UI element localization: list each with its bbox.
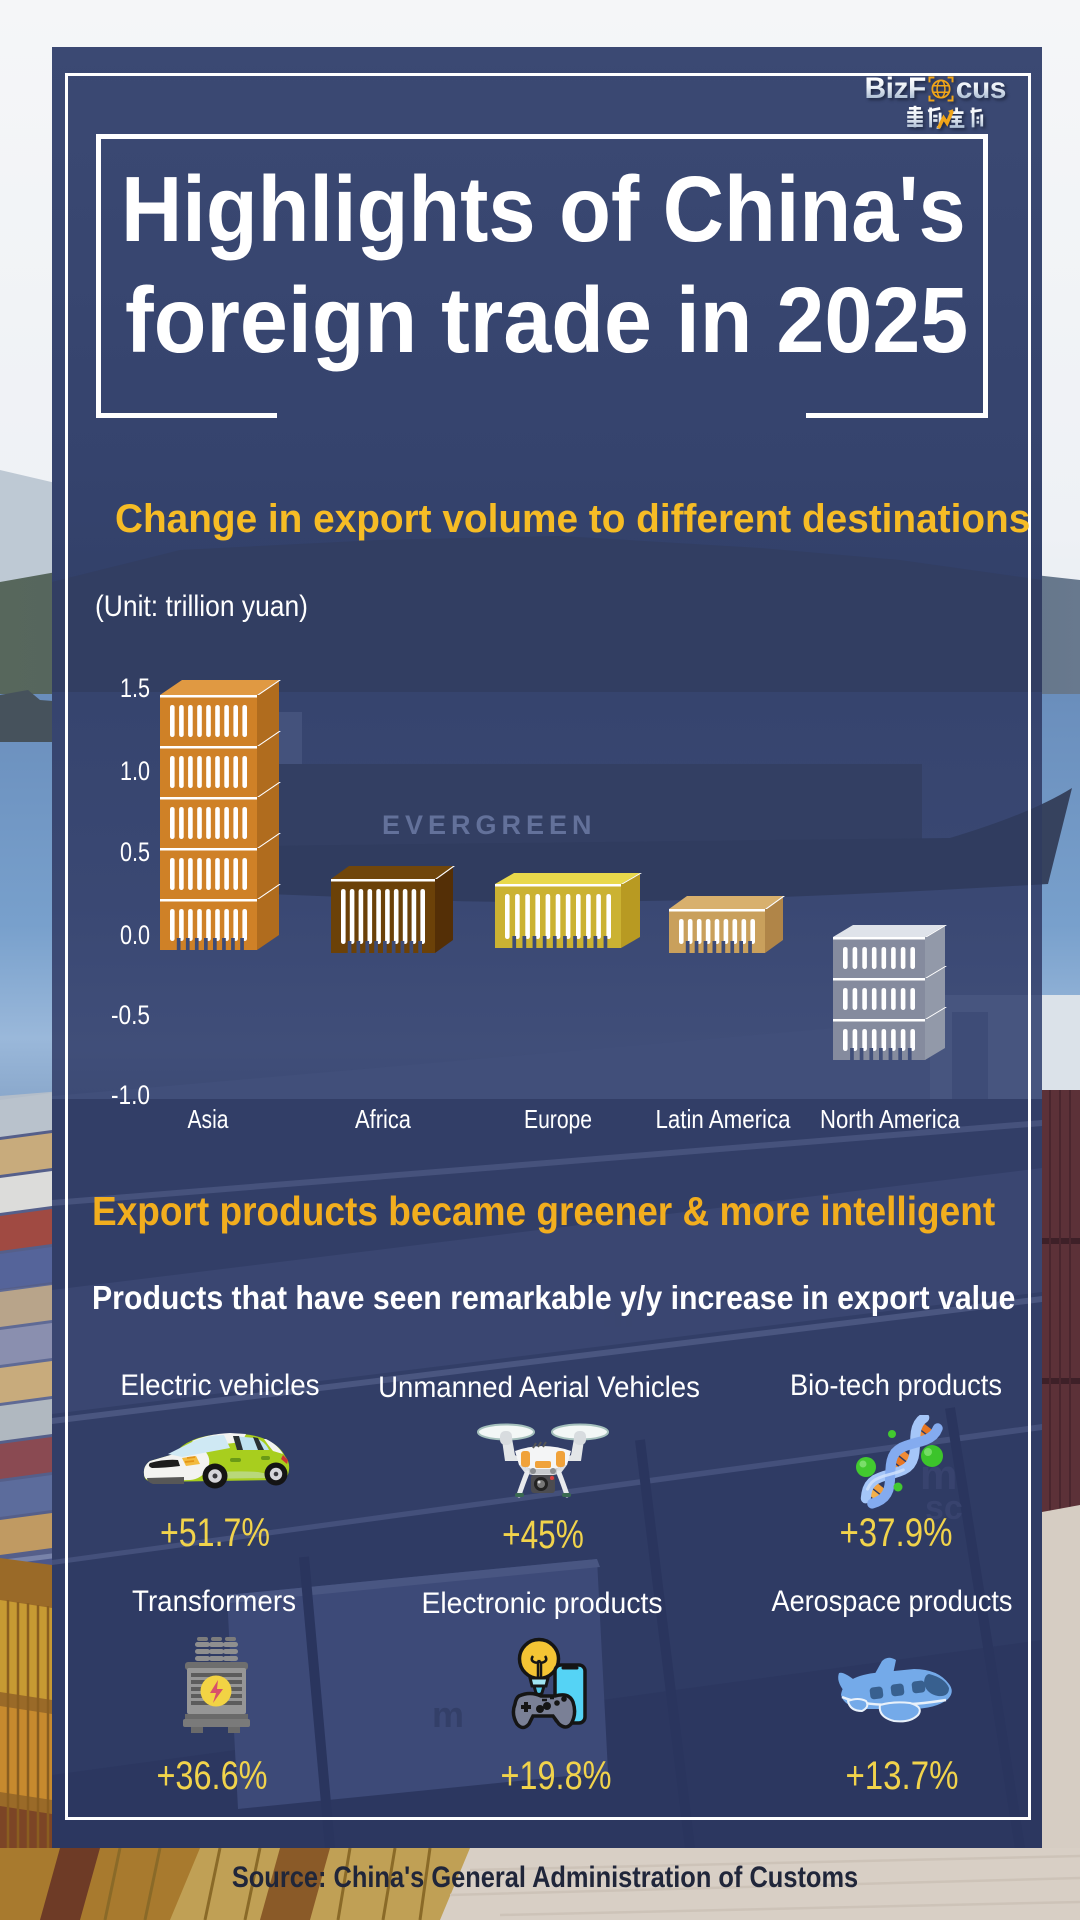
svg-text:1.5: 1.5 (120, 673, 150, 703)
svg-text:m: m (602, 1294, 634, 1335)
svg-text:sc: sc (925, 1489, 963, 1527)
svg-text:North America: North America (820, 1104, 960, 1134)
svg-text:m: m (432, 1694, 464, 1735)
svg-text:0.0: 0.0 (120, 920, 150, 950)
svg-text:Europe: Europe (524, 1104, 592, 1134)
svg-text:1.0: 1.0 (120, 756, 150, 786)
svg-text:-1.0: -1.0 (111, 1080, 150, 1110)
svg-text:Africa: Africa (355, 1104, 411, 1134)
svg-text:-0.5: -0.5 (111, 1000, 150, 1030)
svg-text:Asia: Asia (188, 1104, 229, 1134)
svg-text:Latin America: Latin America (656, 1104, 791, 1134)
svg-text:EVERGREEN: EVERGREEN (382, 810, 597, 840)
svg-text:0.5: 0.5 (120, 837, 150, 867)
